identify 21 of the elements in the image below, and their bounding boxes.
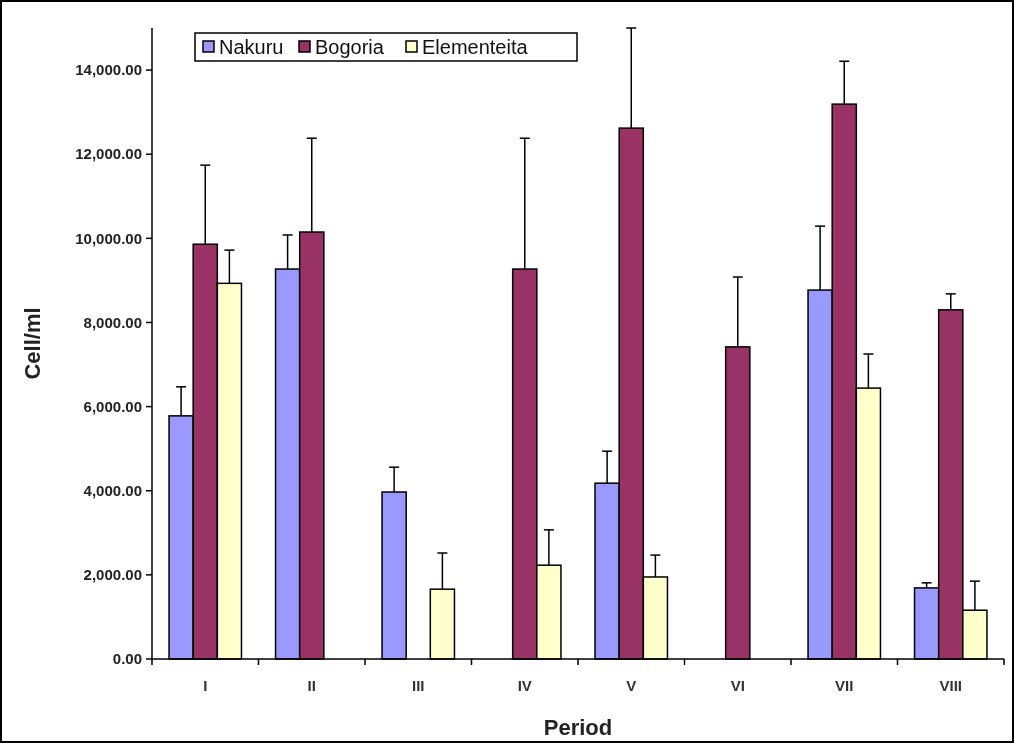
x-tick-label: V: [626, 677, 637, 694]
legend-label: Bogoria: [315, 36, 385, 58]
x-tick-label: I: [203, 677, 208, 694]
x-tick-label: VIII: [939, 677, 963, 694]
y-tick-label: 10,000.00: [75, 229, 142, 247]
legend-label: Nakuru: [219, 36, 284, 58]
y-tick-label: 14,000.00: [75, 61, 142, 79]
legend-label: Elementeita: [422, 36, 529, 58]
x-tick-label: IV: [517, 677, 532, 694]
y-tick-label: 2,000.00: [83, 566, 142, 584]
x-axis-title: Period: [543, 715, 613, 740]
y-tick-label: 0.00: [112, 650, 142, 668]
x-tick-label: VI: [730, 677, 745, 694]
y-axis-title: Cell/ml: [20, 307, 45, 380]
y-tick-label: 8,000.00: [83, 313, 142, 331]
x-tick-label: II: [307, 677, 316, 694]
y-tick-label: 4,000.00: [83, 481, 142, 499]
x-tick-label: III: [411, 677, 425, 694]
y-tick-label: 6,000.00: [83, 397, 142, 415]
y-tick-label: 12,000.00: [75, 145, 142, 163]
x-tick-label: VII: [835, 677, 854, 694]
